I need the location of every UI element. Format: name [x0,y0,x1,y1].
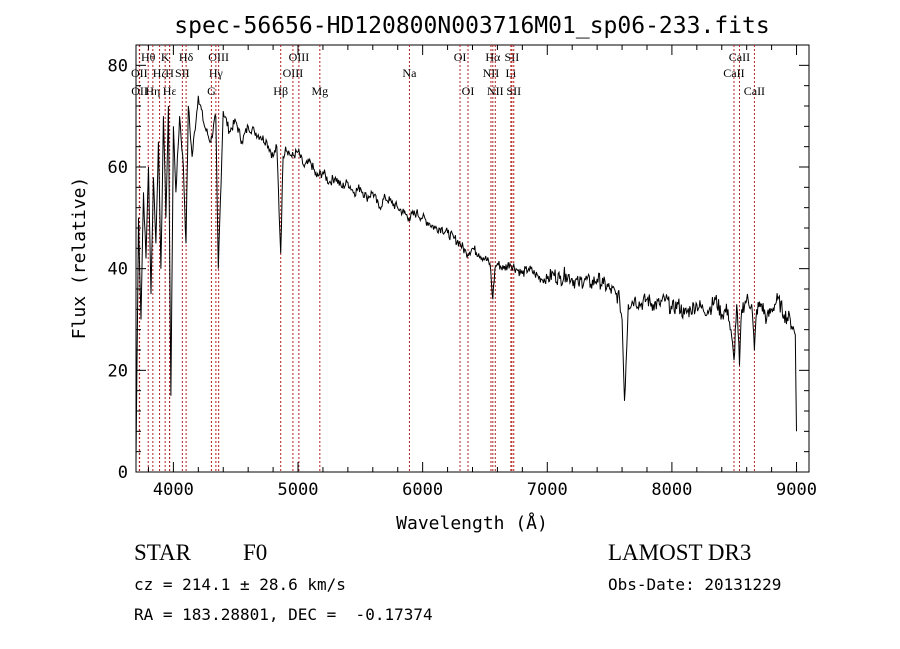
line-label-12: G [207,84,216,98]
line-label-20: Hα [485,50,501,64]
line-label-1: OII [131,84,148,98]
line-label-25: SII [506,84,521,98]
y-tick-label-4: 80 [108,56,128,76]
line-label-28: CaII [744,84,765,98]
x-tick-label-3: 7000 [527,480,568,500]
line-label-4: Hζ [153,66,167,80]
line-label-18: OI [454,50,467,64]
object-class: STAR [134,540,191,565]
line-label-8: SII [175,66,190,80]
line-label-16: Mg [311,84,328,98]
line-label-9: Hδ [179,50,194,64]
line-label-24: NII [487,84,504,98]
line-label-14: OIII [289,50,310,64]
y-tick-label-1: 20 [108,361,128,381]
line-label-22: NII [483,66,500,80]
line-label-10: OIII [208,50,229,64]
redshift-cz: cz = 214.1 ± 28.6 km/s [134,575,346,594]
line-label-27: CaII [723,66,744,80]
line-label-5: K [161,50,170,64]
y-tick-label-2: 40 [108,260,128,280]
x-tick-label-2: 6000 [402,480,443,500]
y-axis-label: Flux (relative) [69,177,90,340]
axes: 4000 5000 6000 7000 8000 9000 0 20 40 60 80 [108,44,817,500]
object-subclass: F0 [243,540,268,565]
x-tick-label-0: 4000 [153,480,194,500]
chart-title: spec-56656-HD120800N003716M01_sp06-233.f… [174,13,769,39]
series-layer [135,95,797,462]
line-label-13: Hβ [273,84,288,98]
observation-date: Obs-Date: 20131229 [608,575,782,594]
line-label-11: Hγ [209,66,224,80]
x-tick-label-4: 8000 [651,480,692,500]
line-label-21: SII [505,50,520,64]
emission-lines: OIIOIIHθHηHζKHHεSIIHδOIIIHγGHβOIIIOIIIMg… [131,45,765,472]
line-label-26: CaII [729,50,750,64]
y-tick-label-3: 60 [108,158,128,178]
x-tick-label-5: 9000 [776,480,817,500]
line-label-15: OIII [283,66,304,80]
x-tick-label-1: 5000 [278,480,319,500]
x-axis-label: Wavelength (Å) [396,512,548,534]
plot-frame [135,44,810,473]
series-line-spectrum [135,95,797,462]
line-label-17: Na [402,66,417,80]
line-label-23: Li [506,66,517,80]
ra-dec-coordinates: RA = 183.28801, DEC = -0.17374 [134,605,433,624]
line-label-3: Hη [145,84,160,98]
line-label-7: Hε [163,84,177,98]
y-tick-label-0: 0 [118,463,128,483]
survey-name: LAMOST DR3 [608,540,752,565]
spectrum-chart: spec-56656-HD120800N003716M01_sp06-233.f… [69,13,817,534]
line-label-2: Hθ [141,50,156,64]
line-label-19: OI [462,84,475,98]
